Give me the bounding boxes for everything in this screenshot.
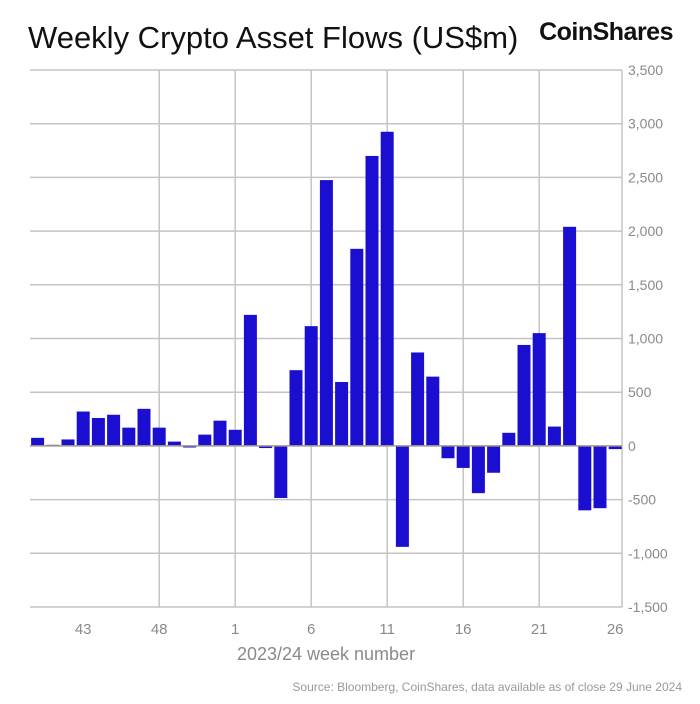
chart-title: Weekly Crypto Asset Flows (US$m) [28, 20, 519, 55]
bar-week-19 [502, 432, 516, 446]
y-tick-label: 3,000 [628, 116, 663, 132]
bar-week-24 [578, 445, 592, 511]
bar-week-12 [395, 445, 409, 547]
bar-week-43 [76, 411, 90, 446]
bar-week-8 [335, 381, 349, 446]
y-tick-label: 2,500 [628, 169, 663, 185]
y-tick-label: 2,000 [628, 223, 663, 239]
y-tick-label: 0 [628, 438, 636, 454]
bar-week-20 [517, 344, 531, 446]
x-tick-label: 48 [151, 621, 168, 638]
x-tick-label: 1 [231, 621, 239, 638]
bar-week-47 [137, 408, 151, 446]
bar-week-40 [31, 437, 45, 446]
x-tick-label: 6 [307, 621, 315, 638]
bar-week-16 [456, 445, 470, 468]
bar-week-13 [411, 352, 425, 446]
bar-week-11 [380, 131, 394, 446]
bar-week-17 [471, 445, 485, 494]
y-tick-label: -1,500 [628, 599, 668, 615]
bar-week-48 [152, 427, 166, 446]
y-tick-label: 3,500 [628, 62, 663, 78]
y-tick-label: 1,500 [628, 277, 663, 293]
bar-week-2 [243, 314, 257, 446]
bar-week-25 [593, 445, 607, 509]
y-tick-label: 500 [628, 384, 652, 400]
bar-week-18 [487, 445, 501, 473]
bar-week-14 [426, 376, 440, 446]
bar-week-6 [304, 326, 318, 446]
bar-week-46 [122, 427, 136, 446]
y-tick-label: -500 [628, 492, 656, 508]
bar-week-44 [91, 417, 105, 446]
bar-week-23 [563, 226, 577, 446]
x-tick-label: 26 [607, 621, 624, 638]
bar-week-52 [213, 420, 227, 446]
bar-week-4 [274, 445, 288, 498]
source-note: Source: Bloomberg, CoinShares, data avai… [292, 680, 682, 694]
bar-week-50 [183, 445, 197, 448]
bar-week-10 [365, 155, 379, 446]
x-tick-label: 21 [531, 621, 548, 638]
bar-week-9 [350, 248, 364, 446]
y-tick-label: -1,000 [628, 545, 668, 561]
x-tick-label: 11 [379, 621, 395, 638]
brand-logo: CoinShares [539, 18, 673, 46]
x-tick-label: 43 [75, 621, 92, 638]
bar-week-3 [259, 445, 273, 449]
bar-week-5 [289, 370, 303, 446]
bar-week-1 [228, 429, 242, 446]
x-tick-label: 16 [455, 621, 472, 638]
bar-week-7 [319, 180, 333, 446]
bar-week-26 [608, 445, 622, 450]
bar-week-42 [61, 439, 75, 446]
bar-week-21 [532, 333, 546, 446]
bar-week-51 [198, 434, 212, 446]
bar-week-22 [547, 426, 561, 446]
bar-week-49 [167, 441, 181, 446]
x-axis-label: 2023/24 week number [237, 644, 415, 664]
bar-week-15 [441, 445, 455, 459]
bar-week-45 [107, 414, 121, 446]
y-tick-label: 1,000 [628, 331, 663, 347]
